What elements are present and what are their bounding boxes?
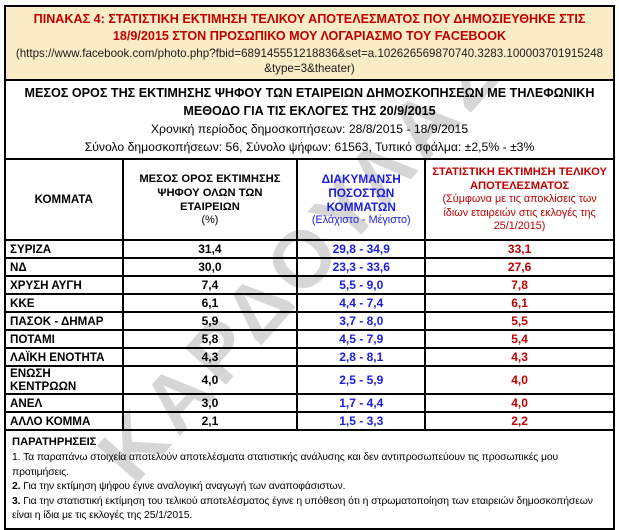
col-header-estimate-sub: (Σύμφωνα με τις αποκλίσεις των ίδιων ετα… (442, 193, 597, 233)
range-cell: 1,7 - 4,4 (296, 393, 427, 413)
party-name-cell: ΛΑΪΚΗ ΕΝΟΤΗΤΑ (4, 347, 124, 367)
facebook-url-text: (https://www.facebook.com/photo.php?fbid… (15, 47, 604, 75)
average-estimate-cell: 31,4 (121, 239, 299, 259)
table-row: ΠΑΣΟΚ - ΔΗΜΑΡ 5,9 3,7 - 8,0 5,5 (4, 311, 615, 331)
poll-totals-line: Σύνολο δημοσκοπήσεων: 56, Σύνολο ψήφων: … (84, 139, 535, 154)
range-cell: 3,7 - 8,0 (296, 311, 427, 331)
average-estimate-cell: 30,0 (121, 257, 299, 277)
table-row: ΕΝΩΣΗ ΚΕΝΤΡΩΩΝ 4,0 2,5 - 5,9 4,0 (4, 365, 615, 395)
final-estimate-cell: 2,2 (424, 411, 615, 431)
table-row: ΚΚΕ 6,1 4,4 - 7,4 6,1 (4, 293, 615, 313)
table-header-row: ΚΟΜΜΑΤΑ ΜΕΣΟΣ ΟΡΟΣ ΕΚΤΙΜΗΣΗΣ ΨΗΦΟΥ ΟΛΩΝ … (4, 158, 615, 241)
note-text: Τα παραπάνω στοιχεία αποτελούν αποτελέσμ… (12, 452, 559, 478)
range-cell: 1,5 - 3,3 (296, 411, 427, 431)
party-name-cell: ΑΝΕΛ (4, 393, 124, 413)
final-estimate-cell: 33,1 (424, 239, 615, 259)
table-row: ΑΝΕΛ 3,0 1,7 - 4,4 4,0 (4, 393, 615, 413)
range-cell: 5,5 - 9,0 (296, 275, 427, 295)
range-cell: 23,3 - 33,6 (296, 257, 427, 277)
final-estimate-cell: 4,3 (424, 347, 615, 367)
note-number: 1. (12, 452, 21, 463)
note-text: Για την στατιστική εκτίμηση του τελικού … (12, 495, 593, 522)
party-name-cell: ΚΚΕ (4, 293, 124, 313)
final-estimate-cell: 6,1 (424, 293, 615, 313)
average-estimate-cell: 4,3 (121, 347, 299, 367)
col-header-range-title: ΔΙΑΚΥΜΑΝΣΗ ΠΟΣΟΣΤΩΝ ΚΟΜΜΑΤΩΝ (321, 171, 401, 214)
party-name-cell: ΕΝΩΣΗ ΚΕΝΤΡΩΩΝ (4, 365, 124, 395)
note-text: Για την εκτίμηση ψήφου έγινε αναλογική α… (23, 481, 346, 493)
average-estimate-cell: 3,0 (121, 393, 299, 413)
note-number: 3. (12, 495, 21, 507)
poll-estimate-document: ΚΑΡΔΟΥΛΑΣ ΠΙΝΑΚΑΣ 4: ΣΤΑΤΙΣΤΙΚΗ ΕΚΤΙΜΗΣΗ… (4, 5, 615, 530)
final-estimate-cell: 5,4 (424, 329, 615, 349)
range-cell: 2,5 - 5,9 (296, 365, 427, 395)
party-name-cell: ΣΥΡΙΖΑ (4, 239, 124, 259)
col-header-estimate: ΣΤΑΤΙΣΤΙΚΗ ΕΚΤΙΜΗΣΗ ΤΕΛΙΚΟΥ ΑΠΟΤΕΛΕΣΜΑΤΟ… (424, 158, 615, 241)
average-estimate-cell: 5,9 (121, 311, 299, 331)
note-item: 3. Για την στατιστική εκτίμηση του τελικ… (12, 495, 607, 524)
note-item: 1. Τα παραπάνω στοιχεία αποτελούν αποτελ… (12, 451, 607, 480)
col-header-range: ΔΙΑΚΥΜΑΝΣΗ ΠΟΣΟΣΤΩΝ ΚΟΜΜΑΤΩΝ (Ελάχιστο -… (296, 158, 427, 241)
table-row: ΑΛΛΟ ΚΟΜΜΑ 2,1 1,5 - 3,3 2,2 (4, 411, 615, 431)
title-banner: ΠΙΝΑΚΑΣ 4: ΣΤΑΤΙΣΤΙΚΗ ΕΚΤΙΜΗΣΗ ΤΕΛΙΚΟΥ Α… (4, 5, 615, 81)
final-estimate-cell: 5,5 (424, 311, 615, 331)
col-header-estimate-title: ΣΤΑΤΙΣΤΙΚΗ ΕΚΤΙΜΗΣΗ ΤΕΛΙΚΟΥ ΑΠΟΤΕΛΕΣΜΑΤΟ… (432, 166, 607, 193)
table-row: ΧΡΥΣΗ ΑΥΓΗ 7,4 5,5 - 9,0 7,8 (4, 275, 615, 295)
range-cell: 4,4 - 7,4 (296, 293, 427, 313)
notes-heading: ΠΑΡΑΤΗΡΗΣΕΙΣ (12, 436, 97, 448)
poll-table-body: ΣΥΡΙΖΑ 31,4 29,8 - 34,9 33,1 ΝΔ 30,0 23,… (4, 239, 615, 431)
final-estimate-cell: 4,0 (424, 365, 615, 395)
table-row: ΝΔ 30,0 23,3 - 33,6 27,6 (4, 257, 615, 277)
col-header-average-title: ΜΕΣΟΣ ΟΡΟΣ ΕΚΤΙΜΗΣΗΣ ΨΗΦΟΥ ΟΛΩΝ ΤΩΝ ΕΤΑΙ… (139, 172, 281, 213)
document-title: ΠΙΝΑΚΑΣ 4: ΣΤΑΤΙΣΤΙΚΗ ΕΚΤΙΜΗΣΗ ΤΕΛΙΚΟΥ Α… (33, 12, 586, 43)
average-estimate-cell: 4,0 (121, 365, 299, 395)
party-name-cell: ΠΑΣΟΚ - ΔΗΜΑΡ (4, 311, 124, 331)
col-header-average: ΜΕΣΟΣ ΟΡΟΣ ΕΚΤΙΜΗΣΗΣ ΨΗΦΟΥ ΟΛΩΝ ΤΩΝ ΕΤΑΙ… (121, 158, 299, 241)
party-name-cell: ΑΛΛΟ ΚΟΜΜΑ (4, 411, 124, 431)
range-cell: 4,5 - 7,9 (296, 329, 427, 349)
note-number: 2. (12, 481, 21, 493)
party-name-cell: ΠΟΤΑΜΙ (4, 329, 124, 349)
poll-period-line: Χρονική περίοδος δημοσκοπήσεων: 28/8/201… (150, 122, 469, 136)
col-header-parties: ΚΟΜΜΑΤΑ (4, 158, 124, 241)
col-header-average-unit: (%) (201, 213, 219, 226)
note-item: 2. Για την εκτίμηση ψήφου έγινε αναλογικ… (12, 480, 607, 495)
summary-title: ΜΕΣΟΣ ΟΡΟΣ ΤΗΣ ΕΚΤΙΜΗΣΗΣ ΨΗΦΟΥ ΤΩΝ ΕΤΑΙΡ… (24, 86, 595, 118)
range-cell: 2,8 - 8,1 (296, 347, 427, 367)
final-estimate-cell: 27,6 (424, 257, 615, 277)
table-row: ΠΟΤΑΜΙ 5,8 4,5 - 7,9 5,4 (4, 329, 615, 349)
table-row: ΣΥΡΙΖΑ 31,4 29,8 - 34,9 33,1 (4, 239, 615, 259)
col-header-range-sub: (Ελάχιστο - Μέγιστο) (311, 213, 411, 226)
average-estimate-cell: 5,8 (121, 329, 299, 349)
average-estimate-cell: 7,4 (121, 275, 299, 295)
notes-list: 1. Τα παραπάνω στοιχεία αποτελούν αποτελ… (12, 451, 607, 524)
poll-results-table: ΚΟΜΜΑΤΑ ΜΕΣΟΣ ΟΡΟΣ ΕΚΤΙΜΗΣΗΣ ΨΗΦΟΥ ΟΛΩΝ … (4, 158, 615, 431)
party-name-cell: ΧΡΥΣΗ ΑΥΓΗ (4, 275, 124, 295)
table-row: ΛΑΪΚΗ ΕΝΟΤΗΤΑ 4,3 2,8 - 8,1 4,3 (4, 347, 615, 367)
final-estimate-cell: 7,8 (424, 275, 615, 295)
party-name-cell: ΝΔ (4, 257, 124, 277)
average-estimate-cell: 2,1 (121, 411, 299, 431)
average-estimate-cell: 6,1 (121, 293, 299, 313)
summary-section: ΜΕΣΟΣ ΟΡΟΣ ΤΗΣ ΕΚΤΙΜΗΣΗΣ ΨΗΦΟΥ ΤΩΝ ΕΤΑΙΡ… (4, 79, 615, 160)
notes-section: ΠΑΡΑΤΗΡΗΣΕΙΣ 1. Τα παραπάνω στοιχεία απο… (4, 429, 615, 530)
range-cell: 29,8 - 34,9 (296, 239, 427, 259)
final-estimate-cell: 4,0 (424, 393, 615, 413)
